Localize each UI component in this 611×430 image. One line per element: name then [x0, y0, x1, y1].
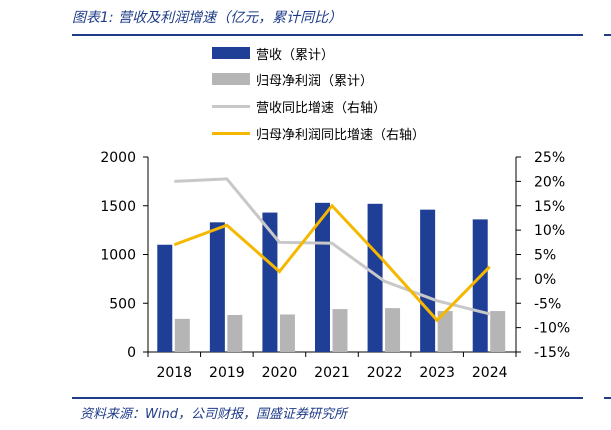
bar-profit	[174, 318, 190, 352]
y-left-tick-label: 1500	[100, 199, 136, 215]
legend-label-profit: 归母净利润（累计）	[256, 73, 374, 89]
figure-title: 图表1: 营收及利润增速（亿元，累计同比）	[72, 10, 343, 26]
y-left-tick-label: 1000	[100, 248, 136, 264]
y-right-tick-label: -10%	[534, 321, 570, 337]
legend-swatch-revenue	[212, 47, 250, 59]
legend-label-revenue-growth: 营收同比增速（右轴）	[256, 100, 387, 116]
legend-item-profit: 归母净利润（累计）	[212, 69, 373, 89]
legend-swatch-profit	[212, 73, 250, 85]
y-right-tick-label: 25%	[534, 150, 565, 166]
x-tick-label: 2023	[419, 365, 455, 381]
y-left-tick-label: 500	[109, 296, 136, 312]
x-tick-label: 2024	[472, 365, 508, 381]
bar-profit	[227, 314, 243, 352]
y-right-tick-label: 10%	[534, 223, 565, 239]
y-left-tick-label: 0	[127, 345, 136, 361]
legend-item-revenue-growth: 营收同比增速（右轴）	[212, 96, 386, 116]
x-tick-label: 2022	[367, 365, 403, 381]
bar-profit	[332, 309, 348, 352]
legend-swatch-profit-growth	[212, 131, 250, 135]
bar-revenue	[157, 244, 173, 352]
bar-profit	[437, 311, 453, 352]
legend-label-profit-growth: 归母净利润同比增速（右轴）	[256, 127, 426, 143]
bar-profit	[279, 314, 295, 352]
source-rule	[72, 397, 583, 399]
bar-revenue	[420, 209, 436, 352]
bar-profit	[490, 311, 506, 352]
line-revenue-growth	[174, 177, 491, 316]
x-tick-label: 2020	[262, 365, 298, 381]
y-right-tick-label: 5%	[534, 248, 556, 264]
bar-profit	[385, 308, 401, 352]
y-right-tick-label: -15%	[534, 345, 570, 361]
legend-swatch-revenue-growth	[212, 104, 250, 108]
bar-revenue	[367, 203, 383, 352]
source-note: 资料来源：Wind，公司财报，国盛证券研究所	[80, 407, 347, 422]
x-tick-label: 2021	[314, 365, 350, 381]
legend-label-revenue: 营收（累计）	[256, 47, 335, 63]
x-tick-label: 2018	[156, 365, 192, 381]
bar-revenue	[209, 222, 225, 352]
legend-item-profit-growth: 归母净利润同比增速（右轴）	[212, 123, 425, 143]
bar-revenue	[315, 202, 330, 352]
bar-revenue	[472, 219, 488, 352]
line-profit-growth	[173, 203, 491, 323]
y-left-tick-label: 2000	[100, 150, 136, 166]
x-tick-label: 2019	[209, 365, 245, 381]
bar-revenue	[262, 212, 278, 352]
title-rule	[72, 34, 583, 36]
y-right-tick-label: -5%	[534, 296, 561, 312]
y-right-tick-label: 15%	[534, 199, 565, 215]
edge-mark-bottom	[604, 397, 611, 399]
y-right-tick-label: 20%	[534, 174, 565, 190]
edge-mark-top	[604, 34, 611, 36]
legend-item-revenue: 营收（累计）	[212, 43, 334, 63]
y-right-tick-label: 0%	[534, 272, 556, 288]
